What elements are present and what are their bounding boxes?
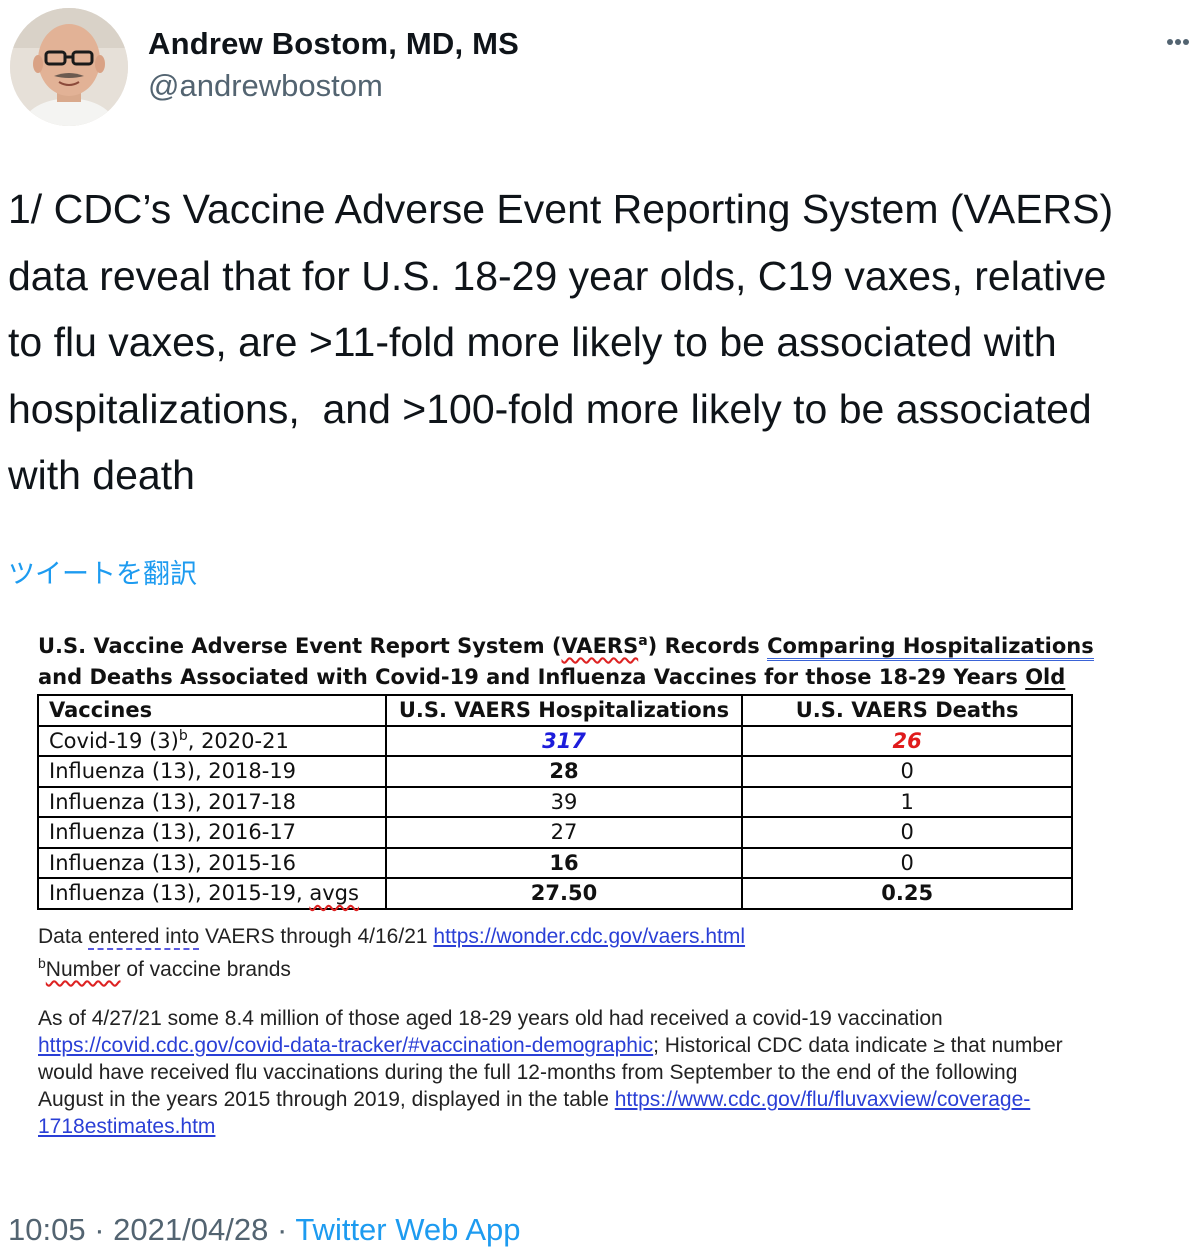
author-name[interactable]: Andrew Bostom, MD, MS: [148, 26, 520, 61]
paragraph-line: https://covid.cdc.gov/covid-data-tracker…: [38, 1034, 1063, 1057]
fluvaxview-link-cont: 1718estimates.htm: [38, 1115, 216, 1138]
covid-tracker-link: https://covid.cdc.gov/covid-data-tracker…: [38, 1034, 654, 1057]
author-handle[interactable]: @andrewbostom: [148, 68, 383, 103]
tweet-text-line: to flu vaxes, are >11-fold more likely t…: [8, 319, 1057, 365]
vaccine-cell: Influenza (13), 2018-19: [37, 755, 387, 788]
more-options-button[interactable]: [1164, 28, 1192, 56]
table-row: Covid-19 (3)b, 2020-21 317 26: [37, 724, 1073, 757]
vaccine-cell: Influenza (13), 2017-18: [37, 785, 387, 818]
separator: ·: [276, 1212, 288, 1247]
tweet-text-line: hospitalizations, and >100-fold more lik…: [8, 385, 1092, 432]
image-paragraph: As of 4/27/21 some 8.4 million of those …: [38, 1005, 1198, 1140]
hospitalizations-cell: 28: [384, 755, 744, 788]
more-dots-icon: [1167, 39, 1189, 45]
tweet-source-link[interactable]: Twitter Web App: [295, 1212, 521, 1247]
deaths-cell: 0.25: [741, 877, 1073, 910]
tweet-text: 1/ CDC’s Vaccine Adverse Event Reporting…: [8, 176, 1193, 509]
deaths-cell: 0: [741, 755, 1073, 788]
vaers-table: Vaccines U.S. VAERS Hospitalizations U.S…: [37, 694, 1073, 910]
image-footnote-b: bNumber of vaccine brands: [38, 955, 291, 981]
tweet-text-line: data reveal that for U.S. 18-29 year old…: [8, 252, 1107, 299]
paragraph-line: As of 4/27/21 some 8.4 million of those …: [38, 1007, 943, 1030]
vaccine-cell: Influenza (13), 2016-17: [37, 816, 387, 849]
avatar-photo: [10, 8, 128, 126]
vaccine-cell: Influenza (13), 2015-19, avgs: [37, 877, 387, 910]
tweet-text-line: 1/ CDC’s Vaccine Adverse Event Reporting…: [8, 186, 1114, 232]
paragraph-line: August in the years 2015 through 2019, d…: [38, 1088, 1031, 1111]
tweet-image[interactable]: U.S. Vaccine Adverse Event Report System…: [30, 625, 1200, 1150]
deaths-cell: 1: [741, 785, 1073, 818]
image-title-line-2: and Deaths Associated with Covid-19 and …: [38, 665, 1066, 689]
paragraph-line: would have received flu vaccinations dur…: [38, 1061, 1018, 1084]
paragraph-line: 1718estimates.htm: [38, 1113, 1198, 1140]
table-row: Influenza (13), 2015-16 16 0: [37, 846, 1073, 879]
hospitalizations-cell: 27.50: [384, 877, 744, 910]
table-row: Influenza (13), 2016-17 27 0: [37, 816, 1073, 849]
table-row: Influenza (13), 2018-19 28 0: [37, 755, 1073, 788]
hospitalizations-cell: 39: [384, 785, 744, 818]
image-footnote-a: Data entered into VAERS through 4/16/21 …: [38, 925, 746, 950]
vaccine-cell: Influenza (13), 2015-16: [37, 846, 387, 879]
hospitalizations-cell: 27: [384, 816, 744, 849]
deaths-cell: 0: [741, 816, 1073, 849]
fluvaxview-link: https://www.cdc.gov/flu/fluvaxview/cover…: [614, 1088, 1031, 1111]
avatar[interactable]: [10, 8, 128, 126]
deaths-cell: 26: [741, 724, 1073, 757]
column-header: Vaccines: [37, 694, 387, 727]
tweet-date[interactable]: 2021/04/28: [113, 1212, 269, 1247]
image-title-line-1: U.S. Vaccine Adverse Event Report System…: [38, 633, 1094, 661]
vaccine-cell: Covid-19 (3)b, 2020-21: [37, 724, 387, 757]
table-row: Influenza (13), 2017-18 39 1: [37, 785, 1073, 818]
table-row: Influenza (13), 2015-19, avgs 27.50 0.25: [37, 877, 1073, 910]
tweet-timestamp: 10:05 · 2021/04/28 · Twitter Web App: [8, 1212, 520, 1248]
tweet-text-line: with death: [8, 452, 195, 498]
hospitalizations-cell: 16: [384, 846, 744, 879]
column-header: U.S. VAERS Deaths: [741, 694, 1073, 727]
separator: ·: [94, 1212, 105, 1247]
vaers-link: https://wonder.cdc.gov/vaers.html: [433, 925, 746, 948]
table-header-row: Vaccines U.S. VAERS Hospitalizations U.S…: [37, 694, 1073, 727]
hospitalizations-cell: 317: [384, 724, 744, 757]
deaths-cell: 0: [741, 846, 1073, 879]
tweet-time[interactable]: 10:05: [8, 1212, 86, 1247]
column-header: U.S. VAERS Hospitalizations: [384, 694, 744, 727]
translate-tweet-link[interactable]: ツイートを翻訳: [8, 559, 197, 590]
